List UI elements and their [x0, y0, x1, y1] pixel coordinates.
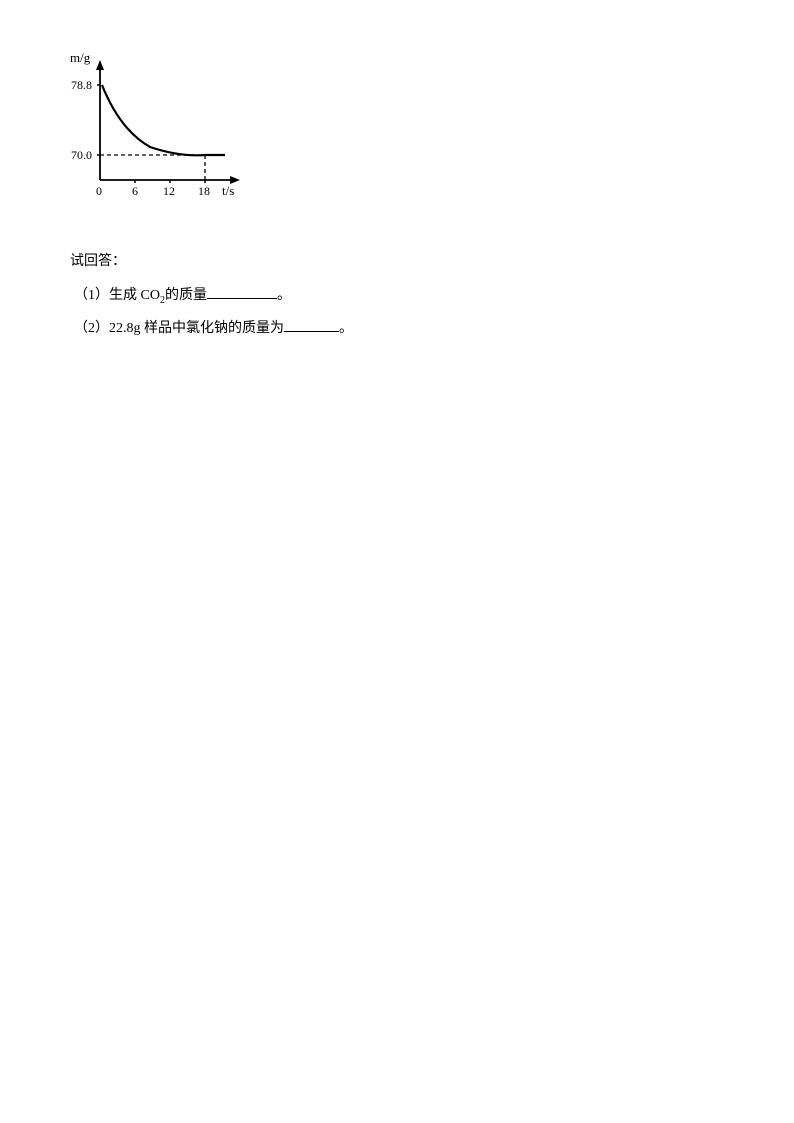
y-axis-arrow: [96, 60, 104, 70]
q1-prefix: （1）生成 CO: [74, 288, 160, 303]
x-tick-6-label: 6: [132, 184, 138, 198]
x-tick-0-label: 0: [96, 184, 102, 198]
y-tick-upper-label: 178.8: [70, 78, 92, 92]
q1-end: 。: [277, 288, 291, 303]
curve: [102, 85, 225, 155]
question-2: （2）22.8g 样品中氯化钠的质量为 。: [74, 312, 734, 346]
chart-svg: m/g 178.8 170.0 0 6 12 18 t/s: [70, 50, 250, 220]
question-1: （1）生成 CO2的质量。: [74, 279, 734, 313]
y-tick-lower-label: 170.0: [70, 148, 92, 162]
q2-end: 。: [339, 321, 353, 336]
question-intro: 试回答：: [70, 245, 734, 279]
q2-prefix: （2）22.8g 样品中氯化钠的质量为: [74, 321, 284, 336]
q1-suffix: 的质量: [165, 288, 207, 303]
q2-blank: [284, 316, 339, 332]
x-tick-18-label: 18: [198, 184, 210, 198]
mass-time-chart: m/g 178.8 170.0 0 6 12 18 t/s: [70, 50, 250, 220]
y-axis-label: m/g: [70, 50, 91, 65]
x-tick-12-label: 12: [163, 184, 175, 198]
x-axis-label: t/s: [222, 183, 234, 198]
q1-blank: [207, 283, 277, 299]
